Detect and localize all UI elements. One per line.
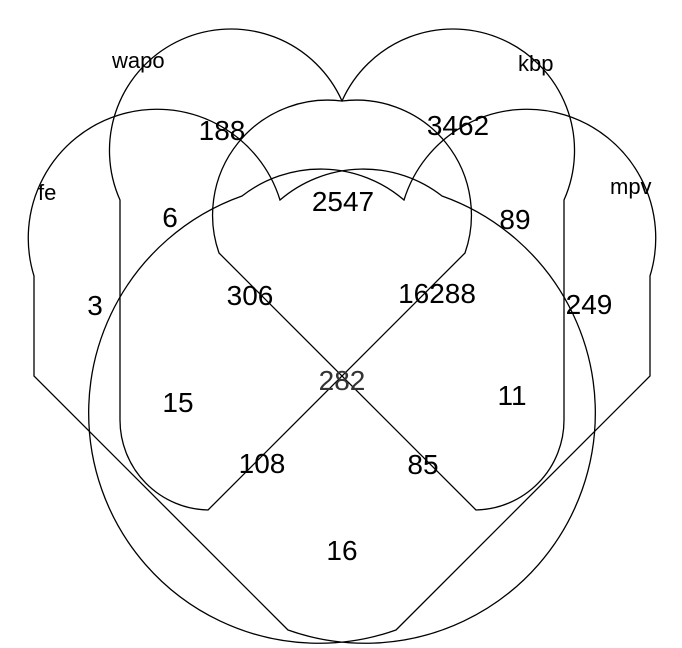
region-wapo-mpv: 11 — [497, 380, 526, 411]
set-label-wapo: wapo — [111, 48, 165, 73]
region-fe-kbp-mpv: 108 — [239, 448, 286, 479]
region-wapo-only: 188 — [199, 115, 246, 146]
region-wapo-kbp: 2547 — [312, 186, 374, 217]
set-wapo-shape — [108, 28, 473, 511]
region-fe-wapo-mpv: 85 — [407, 449, 438, 480]
region-mpv-only: 249 — [566, 289, 613, 320]
set-label-fe: fe — [38, 180, 56, 205]
region-fe-wapo-kbp: 306 — [227, 280, 274, 311]
region-kbp-mpv: 89 — [499, 204, 530, 235]
region-fe-wapo-kbp-mpv: 282 — [319, 365, 366, 396]
region-fe-mpv: 16 — [326, 535, 357, 566]
set-label-kbp: kbp — [518, 51, 553, 76]
region-wapo-kbp-mpv: 16288 — [398, 278, 476, 309]
region-fe-kbp: 15 — [162, 387, 193, 418]
set-label-mpv: mpv — [610, 174, 652, 199]
set-kbp-shape — [211, 28, 576, 511]
region-kbp-only: 3462 — [427, 110, 489, 141]
set-mpv-shape — [88, 108, 657, 644]
region-fe-wapo: 6 — [162, 202, 178, 233]
region-fe-only: 3 — [87, 290, 103, 321]
set-fe-shape — [27, 108, 596, 644]
